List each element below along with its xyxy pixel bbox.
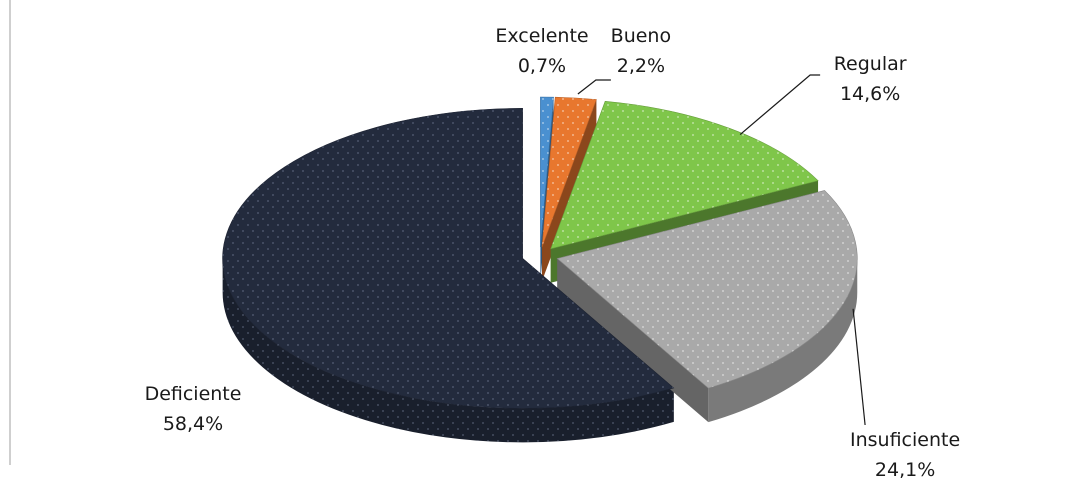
leader-line-insuficiente bbox=[852, 308, 866, 426]
slice-label-excelente: Excelente bbox=[495, 25, 588, 47]
slice-value-excelente: 0,7% bbox=[518, 55, 566, 77]
slice-value-bueno: 2,2% bbox=[617, 55, 665, 77]
slice-label-regular: Regular bbox=[834, 53, 907, 75]
slice-value-regular: 14,6% bbox=[840, 83, 900, 105]
slice-side-insuficiente bbox=[708, 258, 858, 423]
slice-label-deficiente: Deficiente bbox=[145, 383, 242, 405]
slice-value-insuficiente: 24,1% bbox=[875, 459, 935, 481]
slice-value-deficiente: 58,4% bbox=[163, 413, 223, 435]
slice-texture-bueno bbox=[542, 97, 597, 248]
leader-line-bueno bbox=[577, 79, 611, 95]
frame-border bbox=[9, 0, 11, 465]
slice-label-insuficiente: Insuficiente bbox=[850, 429, 960, 451]
slice-texture-insuficiente bbox=[557, 190, 858, 389]
slice-label-bueno: Bueno bbox=[611, 25, 671, 47]
slice-wall-insuficiente bbox=[557, 258, 709, 423]
leader-line-regular bbox=[739, 74, 821, 136]
slice-side-texture-deficiente bbox=[222, 258, 674, 443]
slice-texture-deficiente bbox=[222, 108, 674, 409]
slice-texture-regular bbox=[550, 101, 819, 249]
slice-texture-excelente bbox=[540, 97, 554, 248]
